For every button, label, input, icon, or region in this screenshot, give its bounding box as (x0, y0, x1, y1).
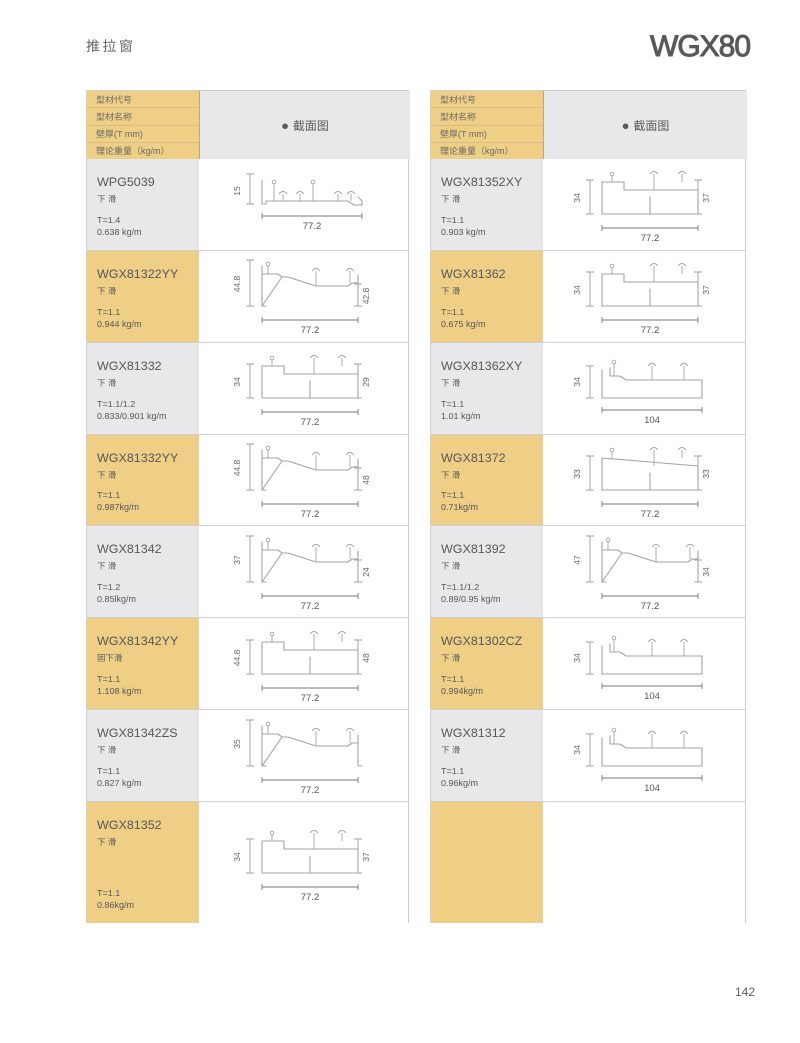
svg-text:34: 34 (232, 377, 242, 387)
svg-text:33: 33 (701, 469, 711, 479)
svg-text:77.2: 77.2 (641, 325, 660, 336)
svg-text:77.2: 77.2 (641, 601, 660, 612)
svg-text:34: 34 (572, 285, 582, 295)
svg-text:34: 34 (572, 745, 582, 755)
svg-text:48: 48 (361, 475, 371, 485)
svg-text:77.2: 77.2 (641, 233, 660, 244)
svg-text:42.8: 42.8 (361, 288, 371, 305)
svg-text:34: 34 (572, 193, 582, 203)
svg-text:77.2: 77.2 (300, 325, 319, 336)
svg-text:77.2: 77.2 (300, 892, 319, 903)
svg-text:15: 15 (232, 186, 242, 196)
svg-text:44.8: 44.8 (232, 459, 242, 476)
svg-text:77.2: 77.2 (300, 417, 319, 428)
svg-text:47: 47 (572, 555, 582, 565)
svg-text:104: 104 (644, 783, 661, 794)
svg-text:104: 104 (644, 691, 661, 702)
svg-text:37: 37 (361, 852, 371, 862)
svg-text:77.2: 77.2 (300, 509, 319, 520)
svg-text:77.2: 77.2 (641, 509, 660, 520)
svg-text:35: 35 (232, 739, 242, 749)
svg-text:77.2: 77.2 (300, 693, 319, 704)
svg-text:77.2: 77.2 (300, 785, 319, 796)
svg-text:48: 48 (361, 653, 371, 663)
svg-text:37: 37 (701, 285, 711, 295)
svg-text:34: 34 (701, 567, 711, 577)
svg-text:77.2: 77.2 (300, 601, 319, 612)
svg-text:37: 37 (232, 555, 242, 565)
svg-text:77.2: 77.2 (302, 221, 321, 232)
svg-text:34: 34 (572, 377, 582, 387)
svg-text:104: 104 (644, 415, 661, 426)
svg-text:37: 37 (701, 193, 711, 203)
svg-text:34: 34 (572, 653, 582, 663)
svg-text:44.8: 44.8 (232, 276, 242, 293)
svg-text:29: 29 (361, 377, 371, 387)
svg-text:34: 34 (232, 852, 242, 862)
svg-text:44.8: 44.8 (232, 649, 242, 666)
svg-text:24: 24 (361, 567, 371, 577)
svg-text:33: 33 (572, 469, 582, 479)
